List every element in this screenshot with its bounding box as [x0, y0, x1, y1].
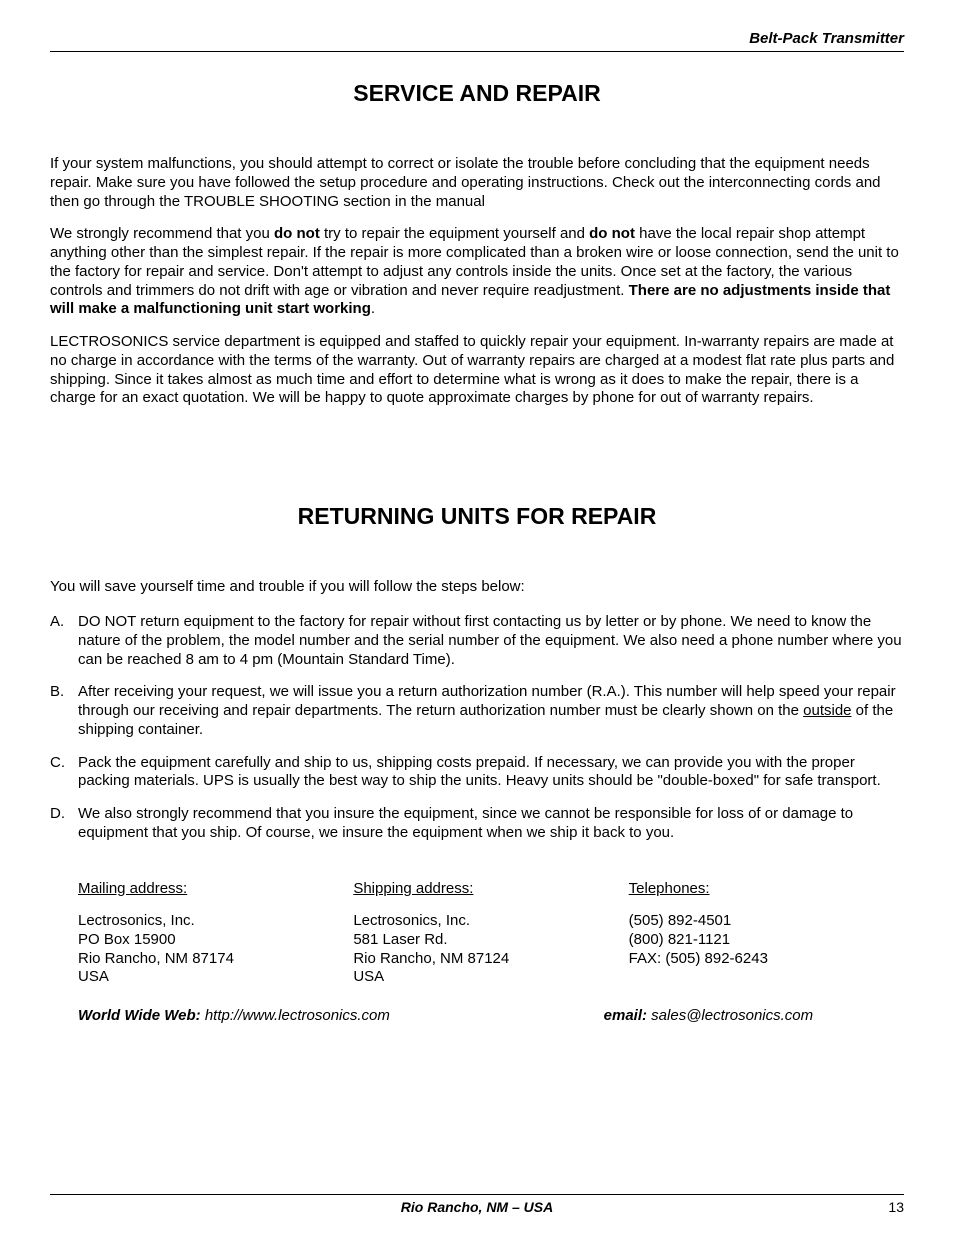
section-heading-returning: RETURNING UNITS FOR REPAIR	[50, 503, 904, 530]
p2-text-c: try to repair the equipment yourself and	[320, 225, 589, 242]
shipping-address-col: Shipping address: Lectrosonics, Inc. 581…	[353, 879, 628, 988]
telephones-lines: (505) 892-4501 (800) 821-1121 FAX: (505)…	[629, 912, 904, 968]
mailing-line: PO Box 15900	[78, 931, 353, 950]
mailing-line: USA	[78, 968, 353, 987]
list-content: We also strongly recommend that you insu…	[78, 805, 904, 843]
page-header: Belt-Pack Transmitter	[50, 30, 904, 52]
service-para-2: We strongly recommend that you do not tr…	[50, 225, 904, 319]
mailing-lines: Lectrosonics, Inc. PO Box 15900 Rio Ranc…	[78, 912, 353, 987]
page-footer: Rio Rancho, NM – USA 13	[50, 1194, 904, 1215]
email-value: sales@lectrosonics.com	[651, 1007, 813, 1024]
list-content: Pack the equipment carefully and ship to…	[78, 754, 904, 792]
web-section: World Wide Web: http://www.lectrosonics.…	[50, 1007, 904, 1024]
item-b-underline: outside	[803, 702, 851, 719]
shipping-lines: Lectrosonics, Inc. 581 Laser Rd. Rio Ran…	[353, 912, 628, 987]
service-para-3: LECTROSONICS service department is equip…	[50, 333, 904, 408]
www-value: http://www.lectrosonics.com	[205, 1007, 390, 1024]
item-b-text-a: After receiving your request, we will is…	[78, 683, 896, 719]
list-item: A. DO NOT return equipment to the factor…	[50, 613, 904, 669]
phone-line: FAX: (505) 892-6243	[629, 950, 904, 969]
www-cell: World Wide Web: http://www.lectrosonics.…	[78, 1007, 604, 1024]
list-content: DO NOT return equipment to the factory f…	[78, 613, 904, 669]
telephones-col: Telephones: (505) 892-4501 (800) 821-112…	[629, 879, 904, 988]
list-content: After receiving your request, we will is…	[78, 683, 904, 739]
phone-line: (800) 821-1121	[629, 931, 904, 950]
shipping-line: Rio Rancho, NM 87124	[353, 950, 628, 969]
p2-bold-1: do not	[274, 225, 320, 242]
telephones-heading: Telephones:	[629, 879, 904, 899]
page-number: 13	[888, 1199, 904, 1215]
mailing-line: Lectrosonics, Inc.	[78, 912, 353, 931]
email-label: email:	[604, 1007, 652, 1024]
list-item: B. After receiving your request, we will…	[50, 683, 904, 739]
shipping-line: 581 Laser Rd.	[353, 931, 628, 950]
list-marker: D.	[50, 805, 78, 843]
list-marker: A.	[50, 613, 78, 669]
shipping-line: Lectrosonics, Inc.	[353, 912, 628, 931]
header-title: Belt-Pack Transmitter	[749, 30, 904, 47]
shipping-line: USA	[353, 968, 628, 987]
service-para-1: If your system malfunctions, you should …	[50, 155, 904, 211]
email-cell: email: sales@lectrosonics.com	[604, 1007, 904, 1024]
shipping-heading: Shipping address:	[353, 879, 628, 899]
list-marker: B.	[50, 683, 78, 739]
list-item: C. Pack the equipment carefully and ship…	[50, 754, 904, 792]
returning-list: A. DO NOT return equipment to the factor…	[50, 613, 904, 843]
list-item: D. We also strongly recommend that you i…	[50, 805, 904, 843]
returning-intro: You will save yourself time and trouble …	[50, 578, 904, 595]
p2-text-g: .	[371, 300, 375, 317]
phone-line: (505) 892-4501	[629, 912, 904, 931]
mailing-address-col: Mailing address: Lectrosonics, Inc. PO B…	[78, 879, 353, 988]
footer-location: Rio Rancho, NM – USA	[401, 1199, 553, 1215]
p2-bold-2: do not	[589, 225, 635, 242]
www-label: World Wide Web:	[78, 1007, 205, 1024]
section-heading-service: SERVICE AND REPAIR	[50, 80, 904, 107]
mailing-heading: Mailing address:	[78, 879, 353, 899]
mailing-line: Rio Rancho, NM 87174	[78, 950, 353, 969]
p2-text-a: We strongly recommend that you	[50, 225, 274, 242]
contact-section: Mailing address: Lectrosonics, Inc. PO B…	[50, 879, 904, 988]
list-marker: C.	[50, 754, 78, 792]
